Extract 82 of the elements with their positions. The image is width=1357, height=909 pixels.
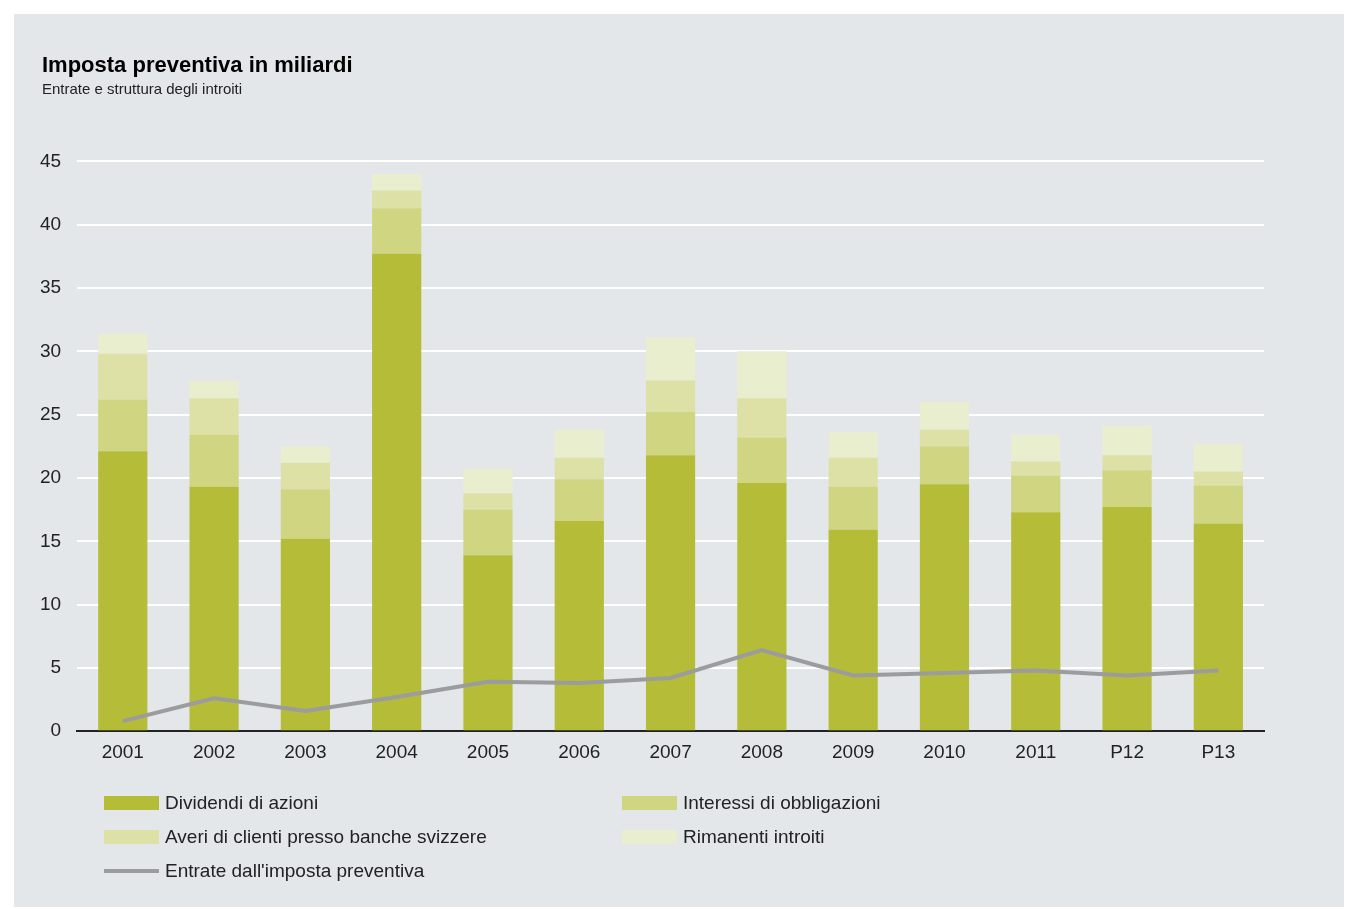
bar: [189, 380, 239, 399]
legend-label: Averi di clienti presso banche svizzere: [165, 826, 487, 848]
bar: [280, 538, 330, 731]
x-tick-label: P12: [1110, 740, 1144, 762]
x-tick-label: 2003: [284, 740, 327, 762]
bar: [828, 432, 878, 458]
bar: [1102, 507, 1152, 731]
x-tick-label: 2004: [375, 740, 419, 762]
x-tick-label: 2007: [649, 740, 692, 762]
bar: [280, 446, 330, 463]
x-tick-label: 2005: [466, 740, 510, 762]
bar: [919, 429, 970, 447]
x-tick-label: 2008: [740, 740, 783, 762]
y-tick-label: 30: [39, 339, 62, 361]
y-tick-label: 25: [39, 402, 62, 424]
bar: [372, 208, 422, 254]
bar: [463, 469, 513, 494]
bar: [98, 451, 148, 731]
y-tick-label: 5: [50, 656, 62, 678]
chart-subtitle: Entrate e struttura degli introiti: [42, 80, 243, 97]
bar: [919, 446, 970, 485]
bar: [554, 457, 604, 480]
bar: [1011, 434, 1061, 462]
x-tick-label: 2009: [832, 740, 875, 762]
x-tick-label: P13: [1201, 740, 1236, 762]
bar: [737, 437, 787, 484]
y-tick-label: 15: [39, 529, 62, 551]
y-tick-label: 20: [39, 466, 62, 488]
x-tick-label: 2006: [558, 740, 601, 762]
bar: [372, 190, 422, 209]
x-tick-label: 2010: [923, 740, 966, 762]
bar: [645, 455, 696, 731]
bar: [463, 493, 513, 510]
bar: [828, 457, 878, 487]
bar: [1193, 523, 1243, 731]
bar: [1102, 455, 1152, 471]
bar: [1011, 461, 1061, 476]
bar: [1102, 426, 1152, 456]
legend-label: Dividendi di azioni: [165, 792, 319, 814]
bar: [1193, 471, 1243, 486]
x-tick-label: 2002: [192, 740, 236, 762]
bar: [828, 486, 878, 530]
bar: [98, 399, 148, 452]
bar: [1011, 512, 1061, 731]
bar: [919, 484, 970, 731]
bar: [645, 412, 696, 456]
bar: [554, 521, 604, 731]
bar: [372, 253, 422, 731]
bar: [372, 174, 422, 191]
bar: [98, 333, 148, 354]
bar: [189, 486, 239, 731]
bar: [737, 351, 787, 399]
bar: [280, 489, 330, 539]
bar: [463, 555, 513, 731]
bar: [919, 401, 970, 430]
bar: [98, 353, 148, 400]
bar: [189, 434, 239, 487]
bar: [737, 483, 787, 731]
bar: [1193, 443, 1243, 472]
legend-label: Rimanenti introiti: [683, 826, 825, 848]
y-tick-label: 0: [50, 719, 62, 741]
bar: [1193, 485, 1243, 524]
legend-label: Entrate dall'imposta preventiva: [165, 860, 425, 882]
bar: [737, 398, 787, 438]
bar: [645, 380, 696, 413]
y-tick-label: 45: [39, 149, 62, 171]
bar: [554, 429, 604, 458]
y-tick-label: 10: [39, 592, 62, 614]
bar: [463, 509, 513, 556]
x-tick-label: 2001: [101, 740, 144, 762]
y-tick-label: 40: [39, 212, 62, 234]
bar: [189, 398, 239, 435]
bar: [1011, 475, 1061, 513]
bar: [280, 462, 330, 490]
legend-label: Interessi di obbligazioni: [683, 792, 881, 814]
chart-title: Imposta preventiva in miliardi: [42, 52, 353, 78]
bar: [828, 529, 878, 731]
bar: [554, 479, 604, 522]
bar: [645, 337, 696, 381]
y-tick-label: 35: [39, 276, 62, 298]
bar: [1102, 470, 1152, 508]
x-tick-label: 2011: [1015, 740, 1057, 762]
